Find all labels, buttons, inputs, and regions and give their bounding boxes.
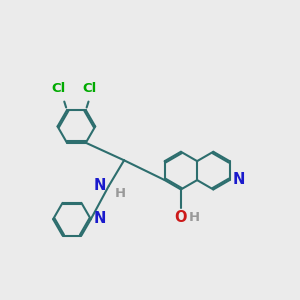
Text: H: H (115, 187, 126, 200)
Text: O: O (175, 210, 187, 225)
Text: N: N (94, 211, 106, 226)
Text: N: N (232, 172, 245, 187)
Text: Cl: Cl (82, 82, 97, 95)
Text: Cl: Cl (51, 82, 65, 95)
Text: H: H (189, 211, 200, 224)
Text: N: N (94, 178, 106, 193)
